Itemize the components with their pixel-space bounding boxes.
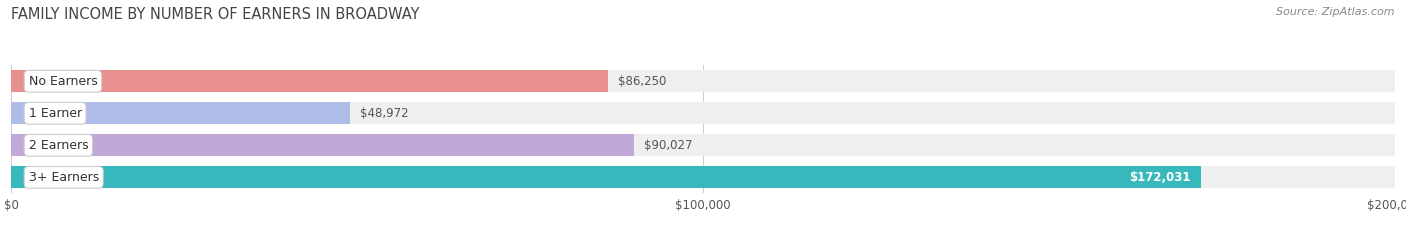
Bar — [11, 103, 350, 124]
Bar — [11, 70, 1395, 92]
Bar — [11, 70, 607, 92]
Text: $172,031: $172,031 — [1129, 171, 1191, 184]
Bar — [11, 166, 1395, 188]
Text: 1 Earner: 1 Earner — [28, 107, 82, 120]
Text: 3+ Earners: 3+ Earners — [28, 171, 98, 184]
Text: $90,027: $90,027 — [644, 139, 693, 152]
Bar — [11, 134, 634, 156]
Text: Source: ZipAtlas.com: Source: ZipAtlas.com — [1277, 7, 1395, 17]
Text: 2 Earners: 2 Earners — [28, 139, 89, 152]
Bar — [11, 103, 1395, 124]
Text: No Earners: No Earners — [28, 75, 97, 88]
Text: $48,972: $48,972 — [360, 107, 409, 120]
Bar — [11, 134, 1395, 156]
Text: FAMILY INCOME BY NUMBER OF EARNERS IN BROADWAY: FAMILY INCOME BY NUMBER OF EARNERS IN BR… — [11, 7, 420, 22]
Bar — [11, 166, 1201, 188]
Text: $86,250: $86,250 — [619, 75, 666, 88]
